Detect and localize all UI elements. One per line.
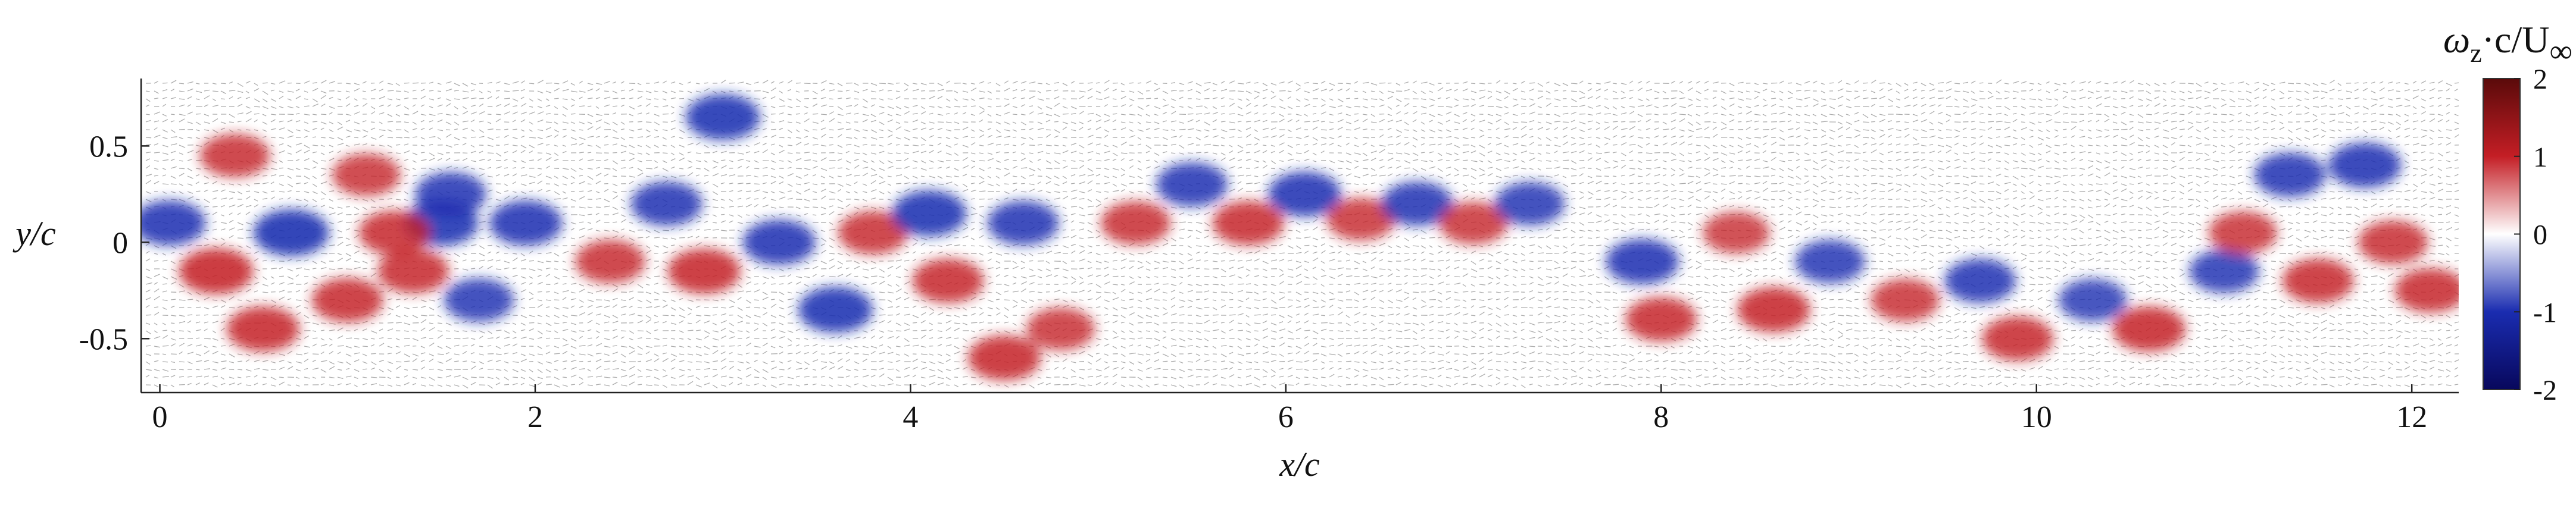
vorticity-blob bbox=[987, 200, 1059, 246]
x-tick-label: 2 bbox=[527, 400, 543, 434]
x-axis-label: x/c bbox=[1279, 445, 1320, 484]
vorticity-blob bbox=[358, 210, 430, 255]
vorticity-blob bbox=[1494, 182, 1565, 226]
vorticity-blob bbox=[2282, 258, 2354, 303]
vorticity-blob bbox=[226, 306, 300, 352]
vorticity-blob bbox=[1871, 278, 1940, 322]
y-tick-label: -0.5 bbox=[79, 322, 128, 356]
x-tick-label: 4 bbox=[903, 400, 918, 434]
colorbar-title-sub: z bbox=[2470, 39, 2482, 68]
vorticity-blob bbox=[1795, 240, 1865, 284]
vorticity-blob bbox=[1381, 181, 1453, 226]
x-tick-label: 10 bbox=[2021, 400, 2052, 434]
vorticity-blob bbox=[1737, 287, 1810, 333]
vorticity-blob bbox=[1212, 200, 1284, 246]
vorticity-blob bbox=[1268, 171, 1341, 217]
vorticity-blob bbox=[1982, 316, 2054, 361]
x-tick-label: 0 bbox=[152, 400, 168, 434]
plot-area bbox=[141, 79, 2459, 393]
vorticity-blob bbox=[838, 211, 908, 255]
vorticity-blob bbox=[2254, 152, 2326, 197]
y-axis-label: y/c bbox=[13, 214, 56, 253]
vorticity-blob bbox=[912, 258, 984, 303]
vorticity-blob bbox=[575, 240, 645, 284]
colorbar-gradient bbox=[2483, 78, 2521, 390]
plot-background bbox=[141, 79, 2459, 393]
axes: 0 2 4 6 8 10 12 0.5 0 -0.5 bbox=[79, 79, 2459, 434]
velocity-vector-field bbox=[145, 79, 2459, 389]
vorticity-blob bbox=[311, 278, 383, 322]
x-tick-label: 12 bbox=[2396, 400, 2427, 434]
vorticity-blob bbox=[2208, 211, 2277, 254]
vorticity-blob bbox=[1026, 308, 1095, 350]
colorbar-tick-label: 1 bbox=[2533, 142, 2547, 173]
vorticity-blob bbox=[2189, 249, 2259, 293]
vorticity-blob bbox=[377, 249, 449, 294]
colorbar-tick-label: -1 bbox=[2533, 297, 2557, 328]
vorticity-blob bbox=[1100, 201, 1171, 245]
vorticity-blob bbox=[1944, 258, 2016, 303]
vorticity-blob bbox=[1606, 239, 1679, 284]
colorbar-tick-label: -2 bbox=[2533, 375, 2557, 406]
colorbar-ticks: 2 1 0 -1 -2 bbox=[2514, 64, 2557, 406]
vorticity-blob bbox=[199, 134, 270, 178]
vorticity-blob bbox=[1625, 297, 1697, 342]
vorticity-blob bbox=[489, 200, 563, 246]
vorticity-blob bbox=[667, 249, 741, 294]
vorticity-blob bbox=[2358, 220, 2428, 264]
colorbar-title-rest: ·c/U bbox=[2482, 18, 2550, 61]
vorticity-blob bbox=[415, 172, 487, 217]
vorticity-blob bbox=[2058, 278, 2127, 322]
vorticity-blob bbox=[332, 153, 401, 196]
vorticity-blob bbox=[2112, 306, 2186, 352]
vorticity-blob bbox=[1703, 212, 1770, 254]
vorticity-blob bbox=[141, 200, 206, 246]
vorticity-blob bbox=[967, 335, 1041, 381]
vorticity-field bbox=[141, 94, 2459, 381]
vorticity-blob bbox=[630, 181, 702, 226]
y-tick-label: 0.5 bbox=[89, 130, 128, 164]
vorticity-blob bbox=[179, 248, 254, 294]
x-tick-label: 8 bbox=[1653, 400, 1669, 434]
colorbar-tick-label: 2 bbox=[2533, 64, 2547, 95]
vorticity-blob bbox=[2328, 142, 2402, 188]
x-tick-label: 6 bbox=[1278, 400, 1294, 434]
quiver-arrows bbox=[145, 79, 2459, 389]
vorticity-blob bbox=[798, 287, 873, 333]
colorbar-title: ωz·c/U∞ bbox=[2443, 18, 2572, 69]
colorbar-tick-label: 0 bbox=[2533, 219, 2547, 251]
y-tick-label: 0 bbox=[113, 226, 128, 260]
vorticity-blob bbox=[685, 94, 760, 140]
vorticity-blob bbox=[742, 219, 816, 265]
vorticity-blob bbox=[1326, 197, 1395, 241]
colorbar: 2 1 0 -1 -2 ωz·c/U∞ bbox=[2443, 18, 2572, 406]
vorticity-blob bbox=[1156, 162, 1228, 207]
colorbar-title-inf: ∞ bbox=[2549, 33, 2572, 69]
vorticity-blob bbox=[1439, 202, 1508, 244]
vorticity-blob bbox=[892, 190, 967, 237]
vorticity-blob bbox=[444, 278, 514, 322]
colorbar-title-omega: ω bbox=[2443, 18, 2470, 61]
vorticity-blob bbox=[253, 209, 329, 256]
vorticity-blob bbox=[2394, 268, 2459, 313]
